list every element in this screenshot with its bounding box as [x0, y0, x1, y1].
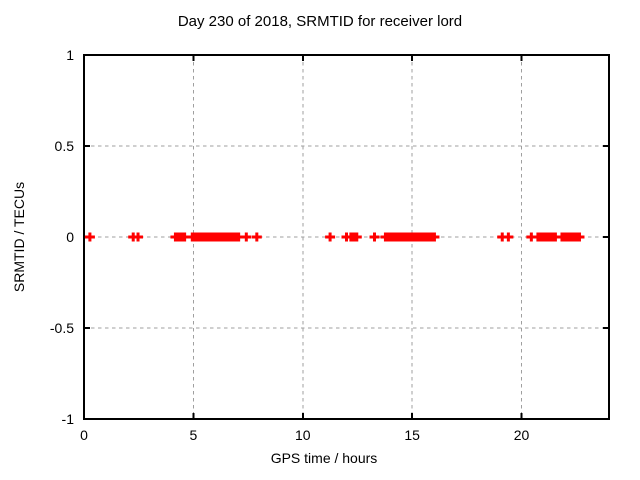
x-tick-label: 20 [513, 427, 530, 443]
x-tick-label: 10 [294, 427, 311, 443]
data-points-srmtid [84, 232, 585, 242]
chart-title: Day 230 of 2018, SRMTID for receiver lor… [177, 13, 463, 30]
x-tick-label: 0 [80, 427, 88, 443]
y-tick-label: 0.5 [54, 138, 74, 154]
y-tick-label: -0.5 [49, 320, 74, 336]
y-tick-label: -1 [61, 411, 74, 427]
x-axis-label: GPS time / hours [270, 450, 378, 466]
x-tick-label: 15 [404, 427, 420, 443]
y-tick-label: 1 [66, 47, 74, 63]
x-tick-label: 5 [189, 427, 198, 443]
y-tick-label: 0 [66, 229, 74, 245]
